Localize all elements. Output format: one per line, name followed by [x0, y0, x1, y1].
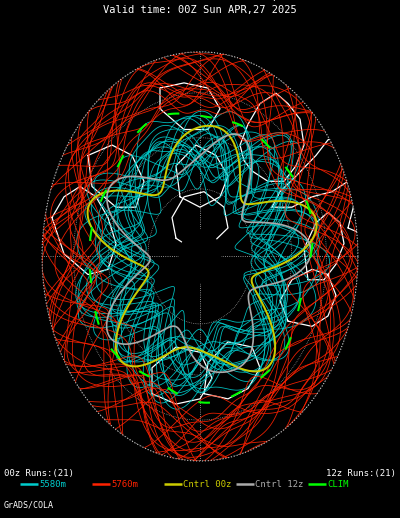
- Bar: [34, 39, 366, 474]
- Text: 5580m: 5580m: [39, 480, 66, 489]
- Text: Cntrl 00z: Cntrl 00z: [183, 480, 232, 489]
- Circle shape: [180, 230, 220, 283]
- Text: 12z Runs:(21): 12z Runs:(21): [326, 469, 396, 479]
- Text: 00z Runs:(21): 00z Runs:(21): [4, 469, 74, 479]
- Text: 5760m: 5760m: [111, 480, 138, 489]
- Text: Valid time: 00Z Sun APR,27 2025: Valid time: 00Z Sun APR,27 2025: [103, 5, 297, 16]
- Text: GrADS/COLA: GrADS/COLA: [4, 500, 54, 510]
- Text: CLIM: CLIM: [327, 480, 349, 489]
- Text: Cntrl 12z: Cntrl 12z: [255, 480, 304, 489]
- Text: 312H Forecast from: 00Z Mon APR,14 2025: 312H Forecast from: 00Z Mon APR,14 2025: [78, 0, 322, 3]
